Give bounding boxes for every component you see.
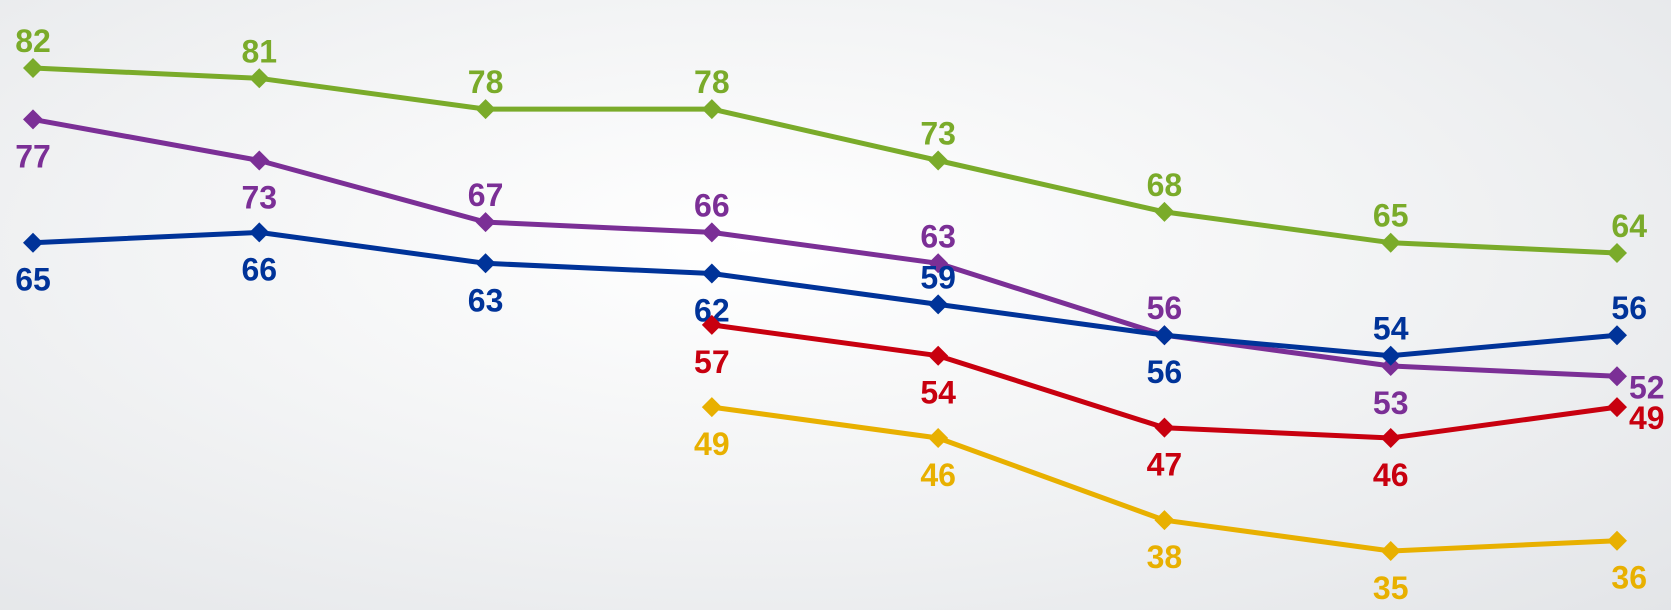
data-label: 52 — [1629, 369, 1665, 405]
data-label: 77 — [15, 138, 51, 174]
data-point — [928, 427, 949, 448]
data-label: 63 — [468, 282, 504, 318]
data-label: 56 — [1147, 290, 1183, 326]
data-point — [475, 99, 496, 120]
data-point — [1380, 232, 1401, 253]
data-point — [1380, 356, 1401, 377]
data-point — [1380, 345, 1401, 366]
data-point — [1607, 325, 1627, 346]
data-point — [249, 222, 270, 243]
data-label: 78 — [468, 64, 504, 100]
data-point — [249, 150, 270, 171]
data-point — [701, 99, 722, 120]
data-label: 35 — [1373, 570, 1409, 606]
data-label: 66 — [241, 251, 277, 287]
data-label: 81 — [241, 33, 277, 69]
series-4: 57 54 47 46 49 — [694, 314, 1665, 493]
data-label: 49 — [694, 426, 730, 462]
data-point — [1380, 541, 1401, 561]
data-point — [23, 232, 43, 253]
data-point — [1607, 530, 1627, 551]
data-label: 54 — [920, 375, 956, 411]
data-label: 64 — [1611, 208, 1647, 244]
series-line — [32, 116, 1618, 379]
data-label: 59 — [920, 259, 956, 295]
data-point — [928, 253, 949, 274]
data-point — [1154, 510, 1175, 531]
data-label: 67 — [468, 177, 504, 213]
data-point — [475, 253, 496, 274]
data-point — [928, 150, 949, 171]
data-point — [1154, 325, 1175, 346]
data-label: 53 — [1373, 385, 1409, 421]
data-label: 56 — [1611, 290, 1647, 326]
data-label: 46 — [1373, 457, 1409, 493]
data-label: 66 — [694, 187, 730, 223]
data-label: 63 — [920, 218, 956, 254]
data-point — [928, 294, 949, 315]
data-point — [1380, 427, 1401, 448]
data-point — [701, 397, 722, 418]
data-label: 49 — [1629, 400, 1665, 436]
data-point — [701, 222, 722, 243]
data-point — [701, 314, 722, 335]
data-point — [23, 109, 43, 130]
data-point — [1607, 242, 1627, 263]
data-point — [928, 345, 949, 366]
data-point — [249, 68, 270, 89]
data-label: 38 — [1147, 539, 1183, 575]
data-label: 46 — [920, 457, 956, 493]
data-label: 56 — [1147, 354, 1183, 390]
data-label: 65 — [1373, 198, 1409, 234]
series-2: 77 73 67 66 63 56 53 52 — [15, 109, 1665, 421]
data-label: 47 — [1147, 447, 1183, 483]
data-point — [1607, 397, 1627, 418]
data-label: 73 — [920, 115, 956, 151]
data-label: 57 — [694, 344, 730, 380]
data-point — [475, 212, 496, 233]
series-line — [32, 65, 1618, 256]
series-line — [32, 229, 1618, 359]
series-1: 82 81 78 78 73 68 65 64 — [15, 23, 1647, 263]
data-point — [1154, 201, 1175, 222]
data-point — [701, 263, 722, 284]
data-point — [1154, 417, 1175, 438]
series-5: 49 46 38 35 36 — [694, 397, 1647, 606]
data-point — [1607, 366, 1627, 387]
data-label: 82 — [15, 23, 51, 59]
data-label: 78 — [694, 64, 730, 100]
data-label: 73 — [241, 179, 277, 215]
data-point — [23, 58, 43, 78]
data-label: 54 — [1373, 311, 1409, 347]
data-label: 65 — [15, 262, 51, 298]
data-label: 68 — [1147, 167, 1183, 203]
data-label: 36 — [1611, 560, 1647, 596]
